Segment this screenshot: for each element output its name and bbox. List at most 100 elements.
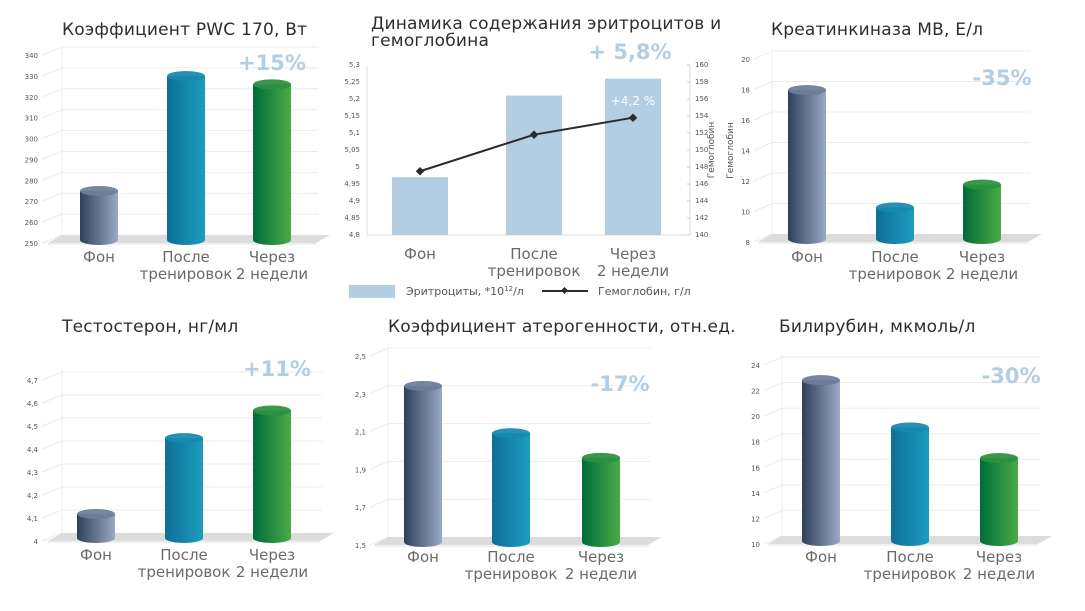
bar-cylinder — [876, 207, 914, 244]
gridline-diagonal — [753, 81, 773, 90]
gridline-diagonal — [753, 203, 773, 212]
y-tick-label: 20 — [751, 413, 760, 421]
gridline-diagonal — [369, 536, 389, 546]
y-tick-label: 4,6 — [27, 400, 39, 408]
percent-change-label: -35% — [973, 66, 1032, 90]
gridline-diagonal — [41, 130, 63, 140]
y-tick-label: 270 — [25, 198, 38, 206]
bar-cylinder — [167, 76, 205, 245]
x-category-label: После — [160, 546, 208, 564]
percent-change-label: +15% — [238, 51, 306, 75]
y-tick-label: 1,5 — [355, 542, 366, 550]
y-tick-label: 14 — [751, 490, 760, 498]
x-category-label: После — [871, 248, 919, 266]
gridline-diagonal — [41, 67, 63, 77]
y-tick-label: 5,2 — [349, 95, 360, 103]
bar-cylinder-top-highlight — [891, 422, 929, 433]
bar-cylinder-top-highlight — [980, 453, 1018, 464]
hemoglobin-point — [415, 167, 425, 176]
y-tick-label: 2,3 — [355, 391, 366, 399]
x-category-label: Через — [976, 548, 1022, 566]
y2-tick-label: 150 — [695, 146, 708, 154]
y-tick-label: 5,3 — [349, 61, 360, 69]
y-tick-label: 4,7 — [27, 377, 38, 385]
gridline-diagonal — [763, 509, 783, 519]
bar-cylinder — [963, 184, 1001, 244]
x-category-label: тренировок — [465, 565, 558, 583]
bar-cylinder-top-highlight — [788, 85, 826, 96]
x-category-label: Фон — [791, 248, 823, 266]
bar-cylinder-top-highlight — [492, 428, 530, 439]
gridline-diagonal — [753, 233, 773, 243]
legend-swatch-erythrocytes — [349, 285, 395, 298]
y-tick-label: 320 — [25, 94, 38, 102]
gridline-diagonal — [763, 484, 783, 494]
y-tick-label: 12 — [751, 515, 760, 523]
bar-cylinder — [253, 410, 291, 543]
x-category-label: После — [510, 245, 558, 263]
bar-cylinder — [80, 190, 118, 245]
x-category-label: 2 недели — [946, 265, 1018, 283]
percent-change-label: + 5,8% — [588, 40, 671, 64]
bar-cylinder — [253, 84, 291, 245]
y-tick-label: 4,9 — [349, 197, 360, 205]
y-tick-label: 12 — [741, 178, 750, 186]
erythrocyte-bar — [506, 95, 562, 235]
y-tick-label: 5 — [356, 163, 360, 171]
bar-cylinder — [788, 90, 826, 244]
y-tick-label: 5,25 — [344, 78, 360, 86]
y-tick-label: 310 — [25, 115, 38, 123]
gridline-diagonal — [41, 394, 63, 404]
gridline-diagonal — [763, 433, 783, 443]
gridline-diagonal — [41, 532, 63, 542]
x-category-label: Фон — [805, 548, 837, 566]
y-tick-label: 4,3 — [27, 469, 38, 477]
chart-title-bilirubin: Билирубин, мкмоль/л — [779, 317, 976, 337]
y-tick-label: 4,5 — [27, 423, 38, 431]
legend-text: /л — [513, 285, 524, 298]
y2-tick-label: 154 — [695, 112, 709, 120]
gridline-diagonal — [753, 172, 773, 182]
chart-title-creatine-kinase: Креатинкиназа MB, Е/л — [771, 20, 984, 40]
bar-cylinder — [582, 457, 620, 547]
y-tick-label: 4,85 — [344, 214, 360, 222]
y-tick-label: 4,2 — [27, 492, 38, 500]
y-tick-label: 300 — [25, 136, 38, 144]
gridline-diagonal — [763, 535, 783, 545]
bar-cylinder-top-highlight — [167, 71, 205, 82]
y-tick-label: 290 — [25, 156, 38, 164]
y-tick-label: 4,1 — [27, 515, 38, 523]
y-tick-label: 20 — [741, 56, 750, 64]
y-tick-label: 4 — [34, 538, 39, 546]
bar-cylinder — [802, 380, 840, 546]
x-category-label: Фон — [83, 248, 115, 266]
gridline-diagonal — [41, 486, 63, 496]
y-tick-label: 4,95 — [344, 180, 360, 188]
chart-title-pwc170: Коэффициент PWC 170, Вт — [62, 20, 308, 40]
gridline-diagonal — [753, 142, 773, 151]
y2-tick-label: 142 — [695, 214, 708, 222]
gridline-diagonal — [41, 509, 63, 519]
gridline-diagonal — [41, 88, 63, 98]
y-tick-label: 18 — [741, 87, 750, 95]
x-category-label: Через — [610, 245, 656, 263]
bar-cylinder — [404, 386, 442, 547]
y-tick-label: 330 — [25, 73, 38, 81]
y-tick-label: 16 — [741, 117, 750, 125]
bar-cylinder — [980, 458, 1018, 546]
y2-tick-label: 152 — [695, 129, 708, 137]
bar-cylinder-top-highlight — [582, 452, 620, 463]
y-axis-label: Гемоглобин — [726, 122, 736, 179]
x-category-label: Через — [249, 546, 295, 564]
bar-cylinder-top-highlight — [802, 375, 840, 386]
gridline-diagonal — [763, 458, 783, 468]
chart-title-atherogenic-index: Коэффициент атерогенности, отн.ед. — [388, 317, 736, 337]
gridline-diagonal — [763, 356, 783, 366]
x-category-label: тренировок — [864, 565, 957, 583]
x-category-label: Через — [959, 248, 1005, 266]
gridline-diagonal — [369, 460, 389, 470]
gridline-diagonal — [41, 371, 63, 381]
y-tick-label: 14 — [741, 148, 750, 156]
